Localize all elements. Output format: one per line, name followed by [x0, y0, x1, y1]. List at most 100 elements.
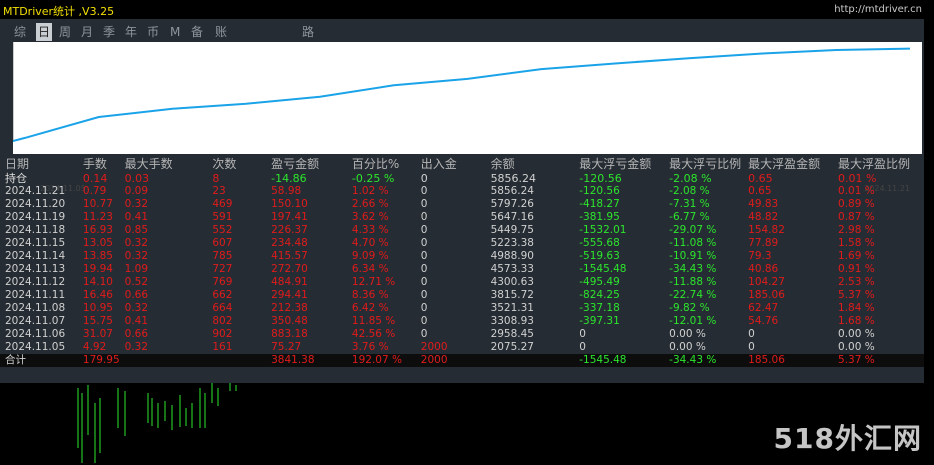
table-cell: 150.10 — [271, 198, 308, 210]
table-cell: 350.48 — [271, 315, 308, 327]
table-cell: 0.85 — [124, 224, 149, 236]
table-row: 2024.11.19 11.23 0.41 591 197.41 3.62 % 0 5647.… — [0, 211, 924, 224]
table-cell: 11.85 % — [351, 315, 396, 327]
table-cell: 197.41 — [271, 211, 308, 223]
table-cell: 0.03 — [124, 172, 150, 185]
window-title: MTDriver统计 ,V3.25 — [3, 5, 115, 18]
table-cell: -34.43 % — [664, 354, 744, 367]
table-cell: 0.89 % — [838, 198, 875, 210]
table-cell: 185.06 — [743, 354, 834, 367]
table-cell: 0.41 — [124, 211, 149, 223]
table-cell: 75.27 — [271, 341, 302, 353]
table-cell: 0 — [748, 328, 755, 340]
table-row: 2024.11.21 0.79 0.09 23 58.98 1.02 % 0 5856.24 -… — [0, 185, 924, 198]
table-cell — [119, 354, 208, 367]
table-cell: 2024.11.15 — [5, 237, 66, 249]
table-cell: 10.77 — [82, 198, 113, 210]
table-cell: 0 — [420, 289, 428, 301]
table-cell: 0 — [420, 211, 428, 223]
tab-magic[interactable]: M — [170, 25, 181, 39]
table-cell: 769 — [212, 276, 233, 288]
table-cell: 23 — [212, 185, 226, 197]
table-cell: 8.36 % — [351, 289, 389, 301]
table-cell: 2024.11.07 — [5, 315, 66, 327]
table-cell: -120.56 — [579, 185, 620, 197]
table-cell: 58.98 — [271, 185, 302, 197]
table-cell: 49.83 — [748, 198, 779, 210]
table-cell: 16.46 — [82, 289, 113, 301]
table-cell: 3521.31 — [490, 302, 534, 314]
balance-chart-svg — [13, 42, 911, 142]
table-cell: 79.3 — [748, 250, 772, 262]
table-cell: 4.92 — [82, 341, 107, 353]
tab-quarter[interactable]: 季 — [103, 25, 116, 39]
table-cell: 2000 — [420, 341, 448, 353]
table-cell: 6.34 % — [351, 263, 389, 275]
table-cell: 0 — [420, 328, 428, 340]
table-cell: 0 — [420, 198, 428, 210]
tab-currency[interactable]: 币 — [147, 25, 160, 39]
table-cell: 0.32 — [124, 198, 149, 210]
table-cell: 4573.33 — [490, 263, 534, 275]
table-cell: 0 — [579, 328, 586, 340]
tab-path[interactable]: 路径 — [302, 25, 315, 57]
table-cell: 802 — [212, 315, 233, 327]
table-cell: 持仓 — [5, 172, 27, 185]
table-cell: 664 — [212, 302, 233, 314]
table-cell: 0.65 — [748, 172, 773, 185]
background-price-chart — [77, 383, 237, 463]
table-cell: 2024.11.05 — [5, 341, 66, 353]
table-row: 2024.11.05 4.92 0.32 161 75.27 3.76 % 2000 2075… — [0, 341, 924, 354]
tab-note[interactable]: 备 — [191, 25, 204, 39]
table-cell: -22.74 % — [669, 289, 717, 301]
tab-account[interactable]: 账户 — [215, 25, 228, 57]
table-cell: 14.10 — [82, 276, 113, 288]
table-row: 2024.11.18 16.93 0.85 552 226.37 4.33 % 0 5449.… — [0, 224, 924, 237]
table-cell: 3841.38 — [266, 354, 347, 367]
table-cell: 0 — [420, 185, 428, 197]
website-link[interactable]: http://mtdriver.cn — [834, 4, 922, 15]
tab-year[interactable]: 年 — [125, 25, 138, 39]
title-bar: MTDriver统计 ,V3.25 http://mtdriver.cn — [0, 0, 924, 19]
table-cell: 2024.11.20 — [5, 198, 66, 210]
stats-table: 日期 手数 最大手数 次数 盈亏金额 百分比% 出入金 余额 最大浮亏金额 最大浮亏比例 最大浮盈金… — [0, 156, 924, 367]
table-cell: 余额 — [490, 157, 515, 171]
table-cell: 2.53 % — [838, 276, 875, 288]
table-cell: 2024.11.19 — [5, 211, 66, 223]
table-cell: 0 — [420, 302, 428, 314]
table-cell: 4300.63 — [490, 276, 534, 288]
balance-line — [13, 47, 911, 142]
table-cell: -12.01 % — [669, 315, 717, 327]
side-scroll-area[interactable] — [924, 0, 934, 383]
table-cell: 2958.45 — [490, 328, 534, 340]
table-cell: 2024.11.18 — [5, 224, 66, 236]
table-cell: 2024.11.13 — [5, 263, 66, 275]
table-cell: -0.25 % — [351, 172, 395, 185]
table-cell: -29.07 % — [669, 224, 717, 236]
table-cell: 591 — [212, 211, 233, 223]
table-cell: 484.91 — [271, 276, 308, 288]
table-cell: 0.32 — [124, 237, 149, 249]
table-cell: 0.00 % — [838, 341, 875, 353]
table-cell: 16.93 — [82, 224, 113, 236]
tab-week[interactable]: 周 — [59, 25, 72, 39]
tab-day[interactable]: 日 — [36, 23, 53, 41]
table-cell: 最大浮盈金额 — [748, 157, 821, 171]
table-cell: 2.66 % — [351, 198, 389, 210]
chart-end-date: 2024.11.21 — [864, 184, 910, 193]
table-cell: 1.02 % — [351, 185, 389, 197]
table-cell: 607 — [212, 237, 233, 249]
table-cell: -2.08 % — [669, 172, 712, 185]
table-cell: 5.37 % — [838, 289, 875, 301]
table-cell: 4.33 % — [351, 224, 389, 236]
tab-month[interactable]: 月 — [81, 25, 94, 39]
table-cell: 5856.24 — [490, 185, 534, 197]
table-cell: -6.77 % — [669, 211, 710, 223]
table-cell: 1.84 % — [838, 302, 875, 314]
table-cell: 48.82 — [748, 211, 779, 223]
table-cell: 0 — [579, 341, 586, 353]
tab-summary[interactable]: 综 — [14, 25, 27, 39]
table-cell — [207, 354, 267, 367]
table-cell: 0.01 % — [838, 185, 875, 197]
table-cell: 2024.11.21 — [5, 185, 66, 197]
